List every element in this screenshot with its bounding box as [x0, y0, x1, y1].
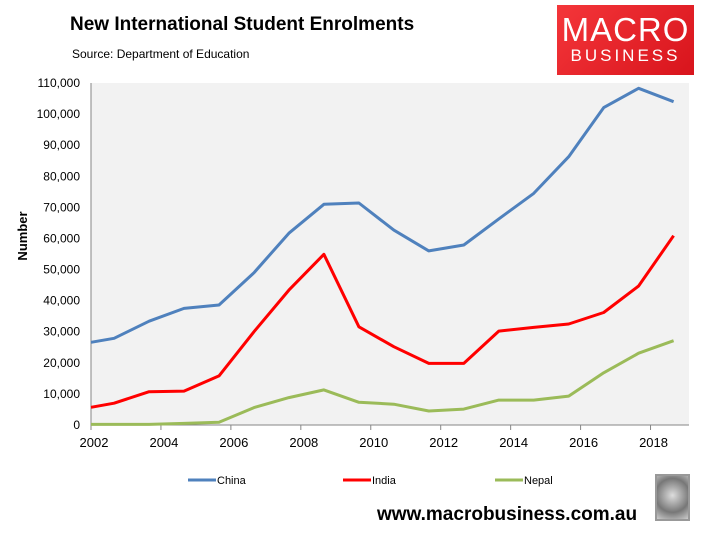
series-line-china [90, 86, 675, 344]
series-line-india [90, 234, 675, 409]
y-tick-label: 110,000 [38, 76, 81, 90]
y-tick-label: 80,000 [43, 169, 80, 183]
plot-area [91, 83, 689, 425]
x-tick-label: 2018 [639, 435, 668, 450]
chart-title: New International Student Enrolments [70, 14, 415, 35]
y-tick-label: 40,000 [43, 294, 80, 308]
website-url: www.macrobusiness.com.au [377, 504, 638, 525]
legend: China India Nepal [188, 475, 553, 487]
y-tick-label: 70,000 [43, 200, 80, 214]
logo-line1: MACRO [561, 11, 690, 48]
macrobusiness-logo: MACRO BUSINESS [557, 5, 694, 75]
x-tick-label: 2008 [289, 435, 318, 450]
y-tick-label: 20,000 [43, 356, 80, 370]
y-axis-label: Number [15, 211, 30, 260]
wolf-logo-icon [655, 474, 690, 521]
chart-subtitle: Source: Department of Education [72, 47, 250, 61]
y-tick-label: 90,000 [43, 138, 80, 152]
x-tick-label: 2012 [429, 435, 458, 450]
series-line-nepal [91, 339, 675, 426]
y-tick-label: 60,000 [43, 231, 80, 245]
y-tick-label: 10,000 [43, 387, 80, 401]
legend-label-nepal: Nepal [524, 475, 553, 487]
x-tick-label: 2004 [149, 435, 178, 450]
x-tick-label: 2006 [219, 435, 248, 450]
y-tick-label: 100,000 [37, 107, 81, 121]
x-axis: 2002 2004 2006 2008 2010 2012 2014 2016 2018 [80, 424, 689, 450]
y-tick-label: 0 [73, 418, 80, 432]
y-tick-label: 50,000 [43, 263, 80, 277]
y-axis: 0 10,000 20,000 30,000 40,000 50,000 60,000 70,… [37, 76, 92, 432]
legend-label-india: India [372, 475, 397, 487]
legend-label-china: China [217, 475, 247, 487]
x-tick-label: 2014 [499, 435, 528, 450]
x-tick-label: 2002 [80, 435, 109, 450]
x-tick-label: 2010 [359, 435, 388, 450]
x-tick-label: 2016 [569, 435, 598, 450]
y-tick-label: 30,000 [43, 325, 80, 339]
logo-line2: BUSINESS [570, 46, 681, 65]
series-lines [90, 86, 675, 426]
